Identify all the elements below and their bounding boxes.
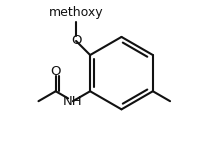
Text: NH: NH [63,95,83,108]
Text: O: O [71,35,81,47]
Text: O: O [51,65,61,78]
Text: methoxy: methoxy [49,6,103,19]
